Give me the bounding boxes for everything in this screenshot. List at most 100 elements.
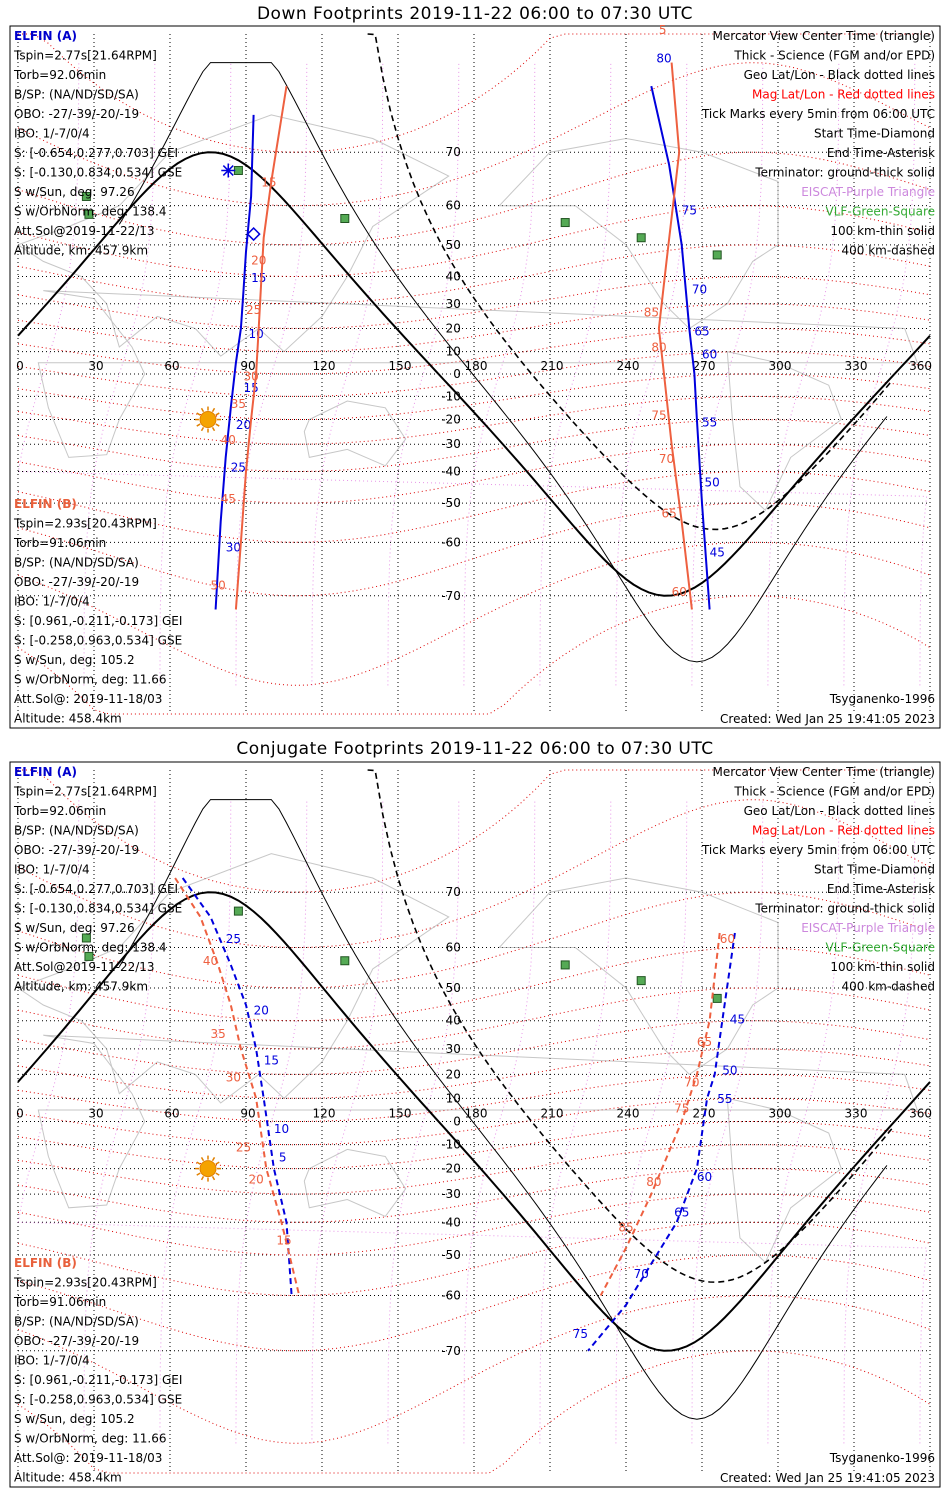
info-line-b: ELFIN (B) <box>14 497 77 511</box>
vlf-square <box>84 951 94 961</box>
track-tick-label: 40 <box>221 433 236 447</box>
panel-title-conjugate: Conjugate Footprints 2019-11-22 06:00 to… <box>236 739 714 759</box>
mag-lat-line <box>17 799 931 949</box>
lon-tick-label: 90 <box>240 1107 255 1121</box>
terminator-ground <box>17 891 931 1352</box>
info-line-b: Torb=91.06min <box>13 1295 106 1309</box>
track-tick-label: 60 <box>672 585 687 599</box>
info-text: ELFIN (A) Tspin=2.77s[21.64RPM] Torb=92.06… <box>13 765 935 1485</box>
track-tick-label: 85 <box>644 305 659 319</box>
panel-title-down: Down Footprints 2019-11-22 06:00 to 07:3… <box>256 4 694 24</box>
terminator-100km <box>118 62 888 663</box>
lon-tick-label: 180 <box>465 359 488 373</box>
mag-lat-line <box>17 373 931 420</box>
vlf-square <box>712 250 722 260</box>
lon-tick-label: 30 <box>88 359 103 373</box>
info-line-a: IBO: 1/-7/0/4 <box>14 127 90 141</box>
track-tick-label: 10 <box>274 1122 289 1136</box>
legend-line: Geo Lat/Lon - Black dotted lines <box>744 68 935 82</box>
lat-tick-label: -50 <box>441 1248 461 1262</box>
info-text: ELFIN (A) Tspin=2.77s[21.64RPM] Torb=92.06… <box>13 29 935 726</box>
track-tick-label: 80 <box>656 52 671 66</box>
lon-tick-label: 300 <box>769 359 792 373</box>
lat-tick-label: -30 <box>441 437 461 451</box>
info-line-b: Altitude: 458.4km <box>14 712 122 726</box>
info-line-b: IBO: 1/-7/0/4 <box>14 1354 90 1368</box>
track-tick-label: 65 <box>697 1035 712 1049</box>
info-line-b: OBO: -27/-39/-20/-19 <box>14 1334 139 1348</box>
info-line-a: S: [-0.130,0.834,0.534] GSE <box>14 166 182 180</box>
info-line-a: S: [-0.654,0.277,0.703] GEI <box>14 146 178 160</box>
mag-lon-line <box>17 799 928 1444</box>
mag-lat-line <box>17 1350 931 1474</box>
track-tick-label: 65 <box>661 507 676 521</box>
info-line-b: OBO: -27/-39/-20/-19 <box>14 575 139 589</box>
mag-lon-line <box>615 62 688 686</box>
start-diamond-icon <box>246 227 261 242</box>
lat-tick-label: -50 <box>441 496 461 510</box>
legend-line: End Time-Asterisk <box>827 146 935 160</box>
vlf-square <box>233 906 243 916</box>
info-line-a: Tspin=2.77s[21.64RPM] <box>13 785 157 799</box>
track-tick-label: 5 <box>279 1150 287 1164</box>
track-tick-label: 80 <box>651 341 666 355</box>
sun-icon <box>195 406 221 433</box>
lat-tick-label: -20 <box>441 413 461 427</box>
info-line-a: B/SP: (NA/ND/SD/SA) <box>14 88 139 102</box>
lat-tick-label: 60 <box>446 199 461 213</box>
info-line-b: B/SP: (NA/ND/SD/SA) <box>14 1315 139 1329</box>
coastline <box>726 1097 842 1264</box>
sun-ray <box>196 1172 201 1176</box>
footprint-track <box>587 932 736 1352</box>
legend-line: 100 km-thin solid <box>830 224 935 238</box>
vlf-square <box>636 976 646 986</box>
terminator-100km <box>118 799 888 1420</box>
coastlines <box>17 853 919 1264</box>
info-line-b: Altitude: 458.4km <box>14 1471 122 1485</box>
legend-line: Terminator: ground-thick solid <box>754 166 935 180</box>
sun-ray <box>211 1176 216 1181</box>
lon-tick-label: 150 <box>389 1107 412 1121</box>
lon-tick-label: 120 <box>313 1107 336 1121</box>
info-line-a: Torb=92.06min <box>13 804 106 818</box>
mag-lon-line <box>311 62 384 686</box>
vlf-square <box>560 218 570 228</box>
sun-ray <box>196 412 201 416</box>
track-tick-label: 15 <box>264 1053 279 1067</box>
info-line-a: S: [-0.130,0.834,0.534] GSE <box>14 902 182 916</box>
footprint-track <box>234 85 288 610</box>
sun-disc <box>199 1160 217 1178</box>
track-tick-label: 70 <box>684 1076 699 1090</box>
info-line-a: S w/OrbNorm, deg: 138.4 <box>14 941 166 955</box>
lon-tick-label: 240 <box>617 1107 640 1121</box>
sun-ray <box>200 407 205 413</box>
track-tick-label: 15 <box>276 1234 291 1248</box>
info-line-a: S: [-0.654,0.277,0.703] GEI <box>14 882 178 896</box>
mag-lat-line <box>17 1168 931 1223</box>
lon-tick-label: 30 <box>88 1107 103 1121</box>
info-line-a: Tspin=2.77s[21.64RPM] <box>13 49 157 63</box>
info-line-b: S: [-0.258,0.963,0.534] GSE <box>14 1393 182 1407</box>
lon-tick-label: 360 <box>909 1107 932 1121</box>
legend-line: Geo Lat/Lon - Black dotted lines <box>744 804 935 818</box>
info-line-a: S w/Sun, deg: 97.26 <box>14 921 135 935</box>
legend-line: Tick Marks every 5min from 06:00 UTC <box>701 107 935 121</box>
series-2: 80 75 70 65 60 55 50 45 <box>650 52 725 610</box>
vlf-sites <box>81 906 722 1003</box>
footprint-track <box>181 877 293 1296</box>
sun-ray <box>196 1161 201 1165</box>
mag-lon-line <box>539 62 612 686</box>
info-line-a: S w/Sun, deg: 97.26 <box>14 185 135 199</box>
sun-ray <box>211 1156 216 1162</box>
track-tick-label: 40 <box>203 954 218 968</box>
info-line-a: Altitude, km: 457.9km <box>14 980 148 994</box>
lon-tick-label: 210 <box>541 1107 564 1121</box>
mag-lon-line <box>83 62 156 686</box>
coastline <box>17 114 450 357</box>
mag-lon-line <box>691 62 764 686</box>
terminator-400km <box>367 33 893 531</box>
info-line-b: S w/OrbNorm, deg: 11.66 <box>14 1432 166 1446</box>
legend-line: Mercator View Center Time (triangle) <box>713 765 935 779</box>
sun-ray <box>215 1161 220 1165</box>
